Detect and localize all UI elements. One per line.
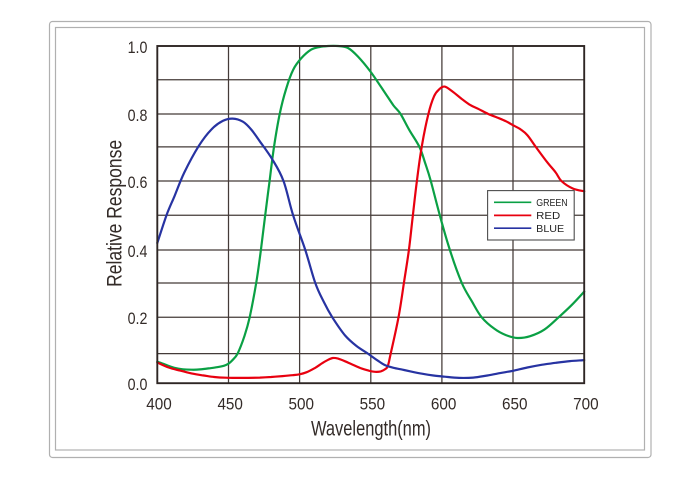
svg-text:0.4: 0.4 [128, 243, 148, 261]
svg-text:1.0: 1.0 [128, 39, 148, 57]
svg-text:700: 700 [573, 396, 599, 414]
svg-text:0.2: 0.2 [128, 310, 148, 328]
svg-text:650: 650 [502, 396, 528, 414]
svg-text:Wavelength(nm): Wavelength(nm) [311, 418, 431, 441]
svg-text:0.6: 0.6 [128, 174, 148, 192]
svg-text:0.8: 0.8 [128, 107, 148, 125]
svg-text:500: 500 [289, 396, 315, 414]
svg-text:BLUE: BLUE [536, 223, 564, 235]
svg-text:600: 600 [431, 396, 457, 414]
svg-text:0.0: 0.0 [128, 376, 148, 394]
svg-text:GREEN: GREEN [536, 197, 568, 209]
svg-text:400: 400 [146, 396, 172, 414]
svg-text:RED: RED [536, 210, 560, 222]
svg-text:450: 450 [217, 396, 243, 414]
svg-text:Relative Response: Relative Response [103, 140, 126, 287]
svg-text:550: 550 [360, 396, 386, 414]
